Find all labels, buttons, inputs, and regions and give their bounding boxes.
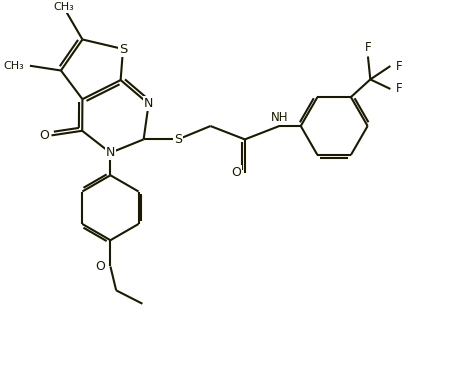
Text: S: S (174, 133, 182, 146)
Text: O: O (95, 260, 105, 273)
Text: O: O (39, 129, 49, 142)
Text: F: F (396, 83, 402, 96)
Text: O: O (231, 166, 241, 179)
Text: F: F (396, 60, 402, 73)
Text: CH₃: CH₃ (53, 2, 74, 12)
Text: CH₃: CH₃ (3, 61, 24, 71)
Text: S: S (119, 43, 127, 56)
Text: N: N (144, 98, 153, 111)
Text: NH: NH (271, 111, 288, 124)
Text: N: N (106, 146, 115, 159)
Text: F: F (365, 41, 371, 55)
